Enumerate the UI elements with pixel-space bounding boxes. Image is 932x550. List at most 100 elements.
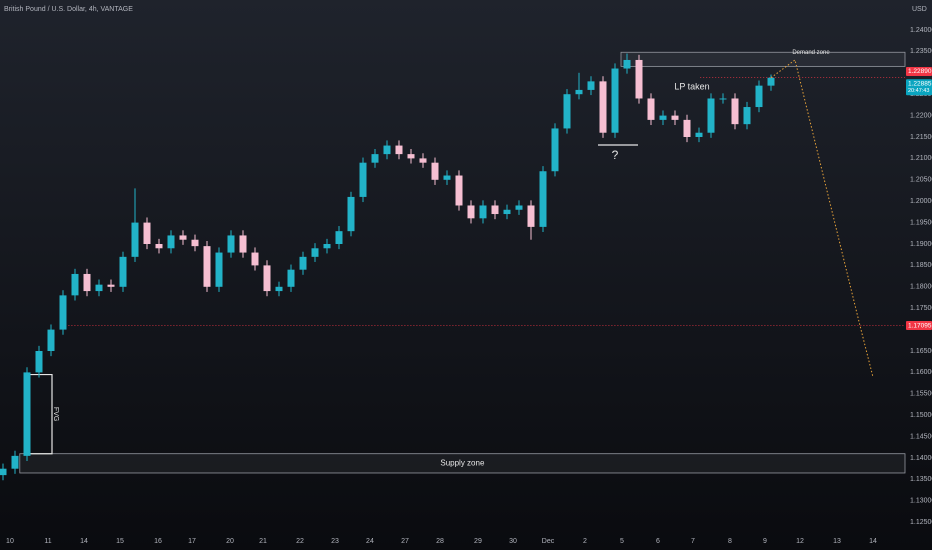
candle-body	[623, 59, 631, 69]
candle-body	[431, 162, 439, 180]
candle-body	[35, 350, 43, 373]
y-tick-label: 1.18000	[910, 284, 932, 291]
x-tick-label: 9	[763, 538, 767, 545]
zone	[19, 453, 906, 474]
y-tick-label: 1.14000	[910, 455, 932, 462]
x-tick-label: 2	[583, 538, 587, 545]
lp-label: LP taken	[674, 81, 709, 91]
x-tick-label: 7	[691, 538, 695, 545]
candle-body	[0, 468, 7, 476]
x-tick-label: 8	[728, 538, 732, 545]
candle-body	[575, 89, 583, 95]
zone	[620, 51, 906, 67]
x-tick-label: 23	[331, 538, 339, 545]
y-tick-label: 1.24000	[910, 27, 932, 34]
y-tick-label: 1.21000	[910, 155, 932, 162]
y-tick-label: 1.16000	[910, 369, 932, 376]
candle-body	[299, 256, 307, 270]
y-tick-label: 1.18500	[910, 262, 932, 269]
y-tick-label: 1.14500	[910, 433, 932, 440]
candle-body	[143, 222, 151, 244]
candle-body	[179, 235, 187, 240]
candle-body	[611, 68, 619, 133]
x-tick-label: 11	[44, 538, 51, 545]
x-tick-label: 14	[80, 538, 88, 545]
candle-body	[767, 77, 775, 86]
candle-body	[455, 175, 463, 206]
currency: USD	[912, 6, 927, 13]
fvg-label: FVG	[52, 407, 59, 421]
y-tick-label: 1.13000	[910, 498, 932, 505]
candle-body	[359, 162, 367, 197]
candle-body	[587, 81, 595, 90]
y-tick-label: 1.20500	[910, 177, 932, 184]
candle-body	[59, 295, 67, 330]
candle-body	[755, 85, 763, 108]
x-tick-label: 14	[869, 538, 877, 545]
candle-body	[71, 273, 79, 296]
x-tick-label: 27	[401, 538, 409, 545]
x-tick-label: 6	[656, 538, 660, 545]
candle-body	[287, 269, 295, 287]
candle-body	[599, 81, 607, 133]
candle-body	[635, 59, 643, 99]
x-tick-label: 13	[833, 538, 841, 545]
x-tick-label: 30	[509, 538, 517, 545]
y-tick-label: 1.17500	[910, 305, 932, 312]
fvg-bracket	[30, 373, 53, 455]
x-tick-label: 29	[474, 538, 482, 545]
price-tag	[906, 321, 932, 331]
candle-body	[683, 119, 691, 138]
zone-label: Supply zone	[440, 458, 485, 467]
x-tick-label: 10	[6, 538, 14, 545]
candle-body	[659, 115, 667, 120]
candle-body	[743, 107, 751, 125]
x-tick-label: 22	[296, 538, 304, 545]
candle-body	[539, 171, 547, 227]
candle-body	[47, 329, 55, 351]
candle-body	[719, 98, 727, 100]
candle-body	[419, 158, 427, 163]
x-tick-label: 28	[436, 538, 444, 545]
y-tick-label: 1.12500	[910, 519, 932, 526]
candle-body	[83, 273, 91, 292]
projection-line	[770, 59, 874, 378]
candle-body	[551, 128, 559, 172]
x-tick-label: 21	[259, 538, 267, 545]
candle-body	[335, 231, 343, 244]
y-tick-label: 1.23500	[910, 48, 932, 55]
x-tick-label: 24	[366, 538, 374, 545]
candle-body	[515, 205, 523, 210]
candle-body	[119, 256, 127, 287]
y-tick-label: 1.16500	[910, 348, 932, 355]
candle-body	[443, 175, 451, 180]
zone-label: Demand zone	[792, 50, 830, 56]
price-tag-label: 1.22885	[908, 80, 932, 87]
candle-body	[155, 243, 163, 249]
y-tick-label: 1.15000	[910, 412, 932, 419]
candle-body	[191, 239, 199, 247]
candle-body	[695, 132, 703, 138]
price-tag	[906, 79, 932, 96]
candle-body	[215, 252, 223, 287]
x-tick-label: 20	[226, 538, 234, 545]
candle-body	[275, 286, 283, 292]
x-tick-label: 15	[116, 538, 124, 545]
y-tick-label: 1.15500	[910, 391, 932, 398]
chart-title: British Pound / U.S. Dollar, 4h, VANTAGE	[4, 6, 133, 13]
candle-body	[95, 284, 103, 292]
candle-body	[263, 265, 271, 292]
candle-body	[311, 248, 319, 257]
x-tick-label: Dec	[542, 538, 555, 545]
candle-body	[707, 98, 715, 133]
candle-body	[371, 154, 379, 163]
price-tag	[906, 67, 932, 77]
candle-body	[251, 252, 259, 266]
x-tick-label: 17	[188, 538, 196, 545]
x-tick-label: 16	[154, 538, 162, 545]
candle-body	[323, 243, 331, 249]
y-tick-label: 1.20000	[910, 198, 932, 205]
